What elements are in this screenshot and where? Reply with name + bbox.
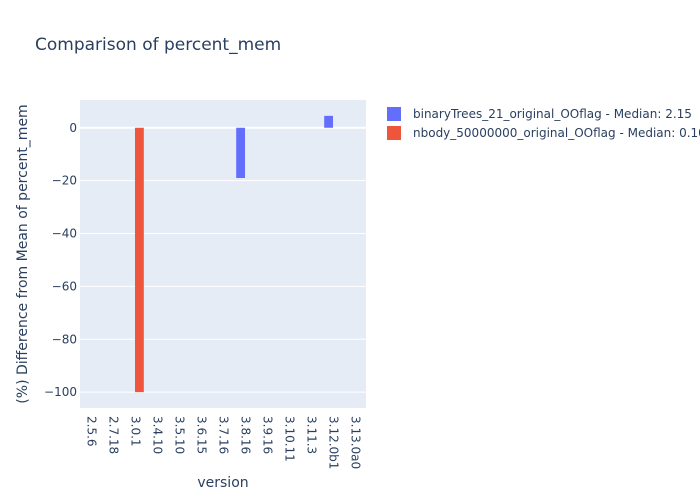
bars: [135, 115, 333, 393]
y-tick-label: −60: [52, 279, 77, 293]
x-tick-label: 3.10.11: [283, 416, 297, 462]
x-tick-label: 2.5.6: [85, 416, 99, 447]
x-tick-label: 3.4.10: [151, 416, 165, 454]
x-tick-label: 3.7.16: [217, 416, 231, 454]
x-tick-label: 3.8.16: [239, 416, 253, 454]
bar[interactable]: [236, 127, 245, 178]
x-tick-label: 3.6.15: [195, 416, 209, 454]
x-tick-label: 3.9.16: [261, 416, 275, 454]
bar[interactable]: [135, 127, 144, 393]
y-tick-label: −40: [52, 227, 77, 241]
legend-label: nbody_50000000_original_OOflag - Median:…: [413, 126, 700, 140]
y-tick-label: −20: [52, 174, 77, 188]
legend-swatch: [387, 107, 401, 121]
x-axis-label: version: [197, 475, 248, 491]
plot-background: [80, 100, 366, 408]
y-tick-label: −80: [52, 332, 77, 346]
x-tick-label: 3.5.10: [173, 416, 187, 454]
x-tick-label: 3.12.0b1: [327, 416, 341, 469]
x-tick-label: 3.11.3: [305, 416, 319, 454]
grid-lines: [80, 126, 366, 393]
y-axis-label: (%) Difference from Mean of percent_mem: [15, 104, 31, 403]
legend-item[interactable]: nbody_50000000_original_OOflag - Median:…: [387, 126, 700, 140]
x-tick-labels: 2.5.6 2.7.18 3.0.1 3.4.10 3.5.10 3.6.15 3.7.16…: [85, 416, 363, 469]
legend-swatch: [387, 126, 401, 140]
bar[interactable]: [324, 115, 333, 128]
y-tick-label: 0: [69, 121, 77, 135]
x-tick-label: 3.0.1: [129, 416, 143, 447]
chart-title: Comparison of percent_mem: [35, 35, 281, 55]
x-tick-label: 3.13.0a0: [349, 416, 363, 469]
y-tick-label: −100: [44, 385, 77, 399]
legend-label: binaryTrees_21_original_OOflag - Median:…: [413, 107, 692, 121]
legend-item[interactable]: binaryTrees_21_original_OOflag - Median:…: [387, 107, 692, 121]
legend[interactable]: binaryTrees_21_original_OOflag - Median:…: [387, 107, 700, 140]
y-tick-labels: 0 −20 −40 −60 −80 −100: [44, 121, 77, 399]
x-tick-label: 2.7.18: [107, 416, 121, 454]
